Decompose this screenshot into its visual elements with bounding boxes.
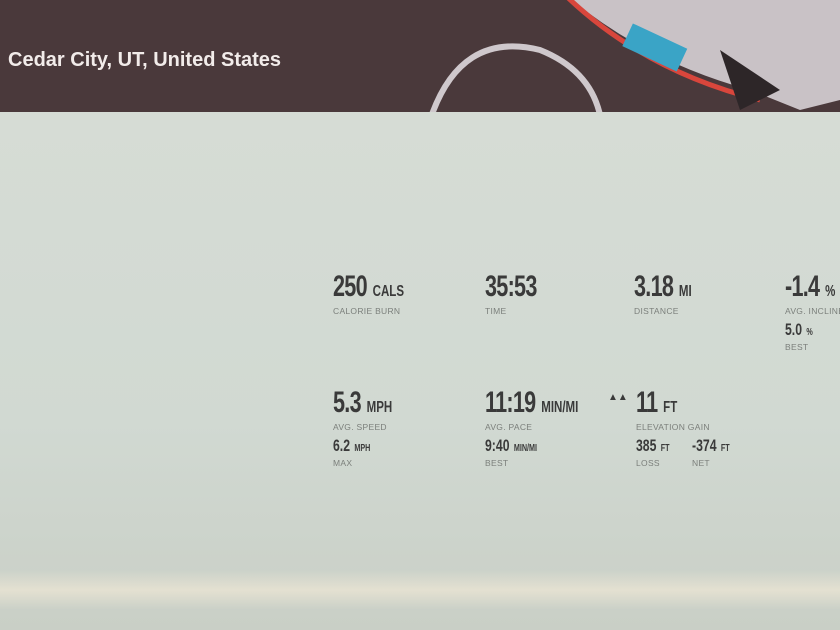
net-value: -374 bbox=[692, 436, 717, 455]
elevation-label: ELEVATION GAIN bbox=[636, 422, 710, 432]
distance-label: DISTANCE bbox=[634, 306, 679, 316]
shoe-illustration-icon bbox=[429, 0, 840, 112]
time-value: 35:53 bbox=[485, 270, 537, 303]
stat-incline: -1.4% AVG. INCLINE 5.0% BEST bbox=[785, 270, 840, 352]
calories-label: CALORIE BURN bbox=[333, 306, 401, 316]
speed-max-value: 6.2 bbox=[333, 436, 351, 455]
location-title: Cedar City, UT, United States bbox=[8, 49, 282, 71]
calories-value: 250 bbox=[333, 270, 368, 303]
speed-max-label: MAX bbox=[333, 458, 353, 468]
incline-value: -1.4 bbox=[785, 270, 820, 303]
stat-elevation: 11 FT ELEVATION GAIN 385 FT LOSS -374 FT NE… bbox=[636, 386, 744, 468]
stat-pace: 11:19 MIN/MI AVG. PACE 9:40 MIN/MI BEST bbox=[485, 386, 615, 468]
stats-panel bbox=[0, 112, 840, 630]
net-unit: FT bbox=[720, 443, 730, 454]
stat-distance: 3.18 MI DISTANCE bbox=[634, 270, 714, 316]
calories-unit: CALS bbox=[372, 283, 405, 300]
header: Cedar City, UT, United States bbox=[0, 0, 840, 112]
elevation-unit: FT bbox=[663, 399, 678, 416]
elevation-value: 11 bbox=[636, 386, 658, 419]
loss-unit: FT bbox=[660, 443, 670, 454]
incline-unit: % bbox=[825, 283, 836, 300]
stat-speed: 5.3 MPH AVG. SPEED 6.2 MPH MAX bbox=[333, 386, 415, 468]
loss-value: 385 bbox=[636, 436, 657, 455]
speed-max-unit: MPH bbox=[354, 443, 371, 454]
pace-label: AVG. PACE bbox=[485, 422, 533, 432]
pace-unit: MIN/MI bbox=[541, 399, 579, 416]
speed-unit: MPH bbox=[366, 399, 393, 416]
speed-value: 5.3 bbox=[333, 386, 362, 419]
speed-label: AVG. SPEED bbox=[333, 422, 387, 432]
glare bbox=[0, 570, 840, 610]
pace-best-label: BEST bbox=[485, 458, 509, 468]
pace-best-value: 9:40 bbox=[485, 436, 510, 455]
incline-best-label: BEST bbox=[785, 342, 809, 352]
incline-best-unit: % bbox=[806, 327, 813, 338]
distance-value: 3.18 bbox=[634, 270, 674, 303]
incline-label: AVG. INCLINE bbox=[785, 306, 840, 316]
pace-value: 11:19 bbox=[485, 386, 536, 419]
pace-best-unit: MIN/MI bbox=[513, 443, 538, 454]
distance-unit: MI bbox=[678, 283, 692, 300]
stat-time: 35:53 TIME bbox=[485, 270, 557, 316]
stat-calories: 250 CALS CALORIE BURN bbox=[333, 270, 432, 316]
incline-best-value: 5.0 bbox=[785, 320, 803, 339]
loss-label: LOSS bbox=[636, 458, 660, 468]
mountain-icon: ▲▲ bbox=[608, 392, 628, 403]
time-label: TIME bbox=[485, 306, 507, 316]
net-label: NET bbox=[692, 458, 710, 468]
